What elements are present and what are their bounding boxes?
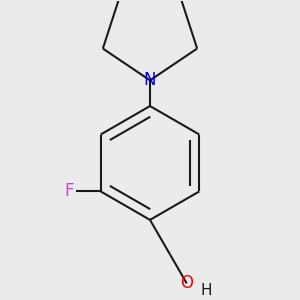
Text: F: F [65,182,74,200]
Text: N: N [144,71,156,89]
Text: H: H [200,283,212,298]
Text: O: O [180,274,193,292]
